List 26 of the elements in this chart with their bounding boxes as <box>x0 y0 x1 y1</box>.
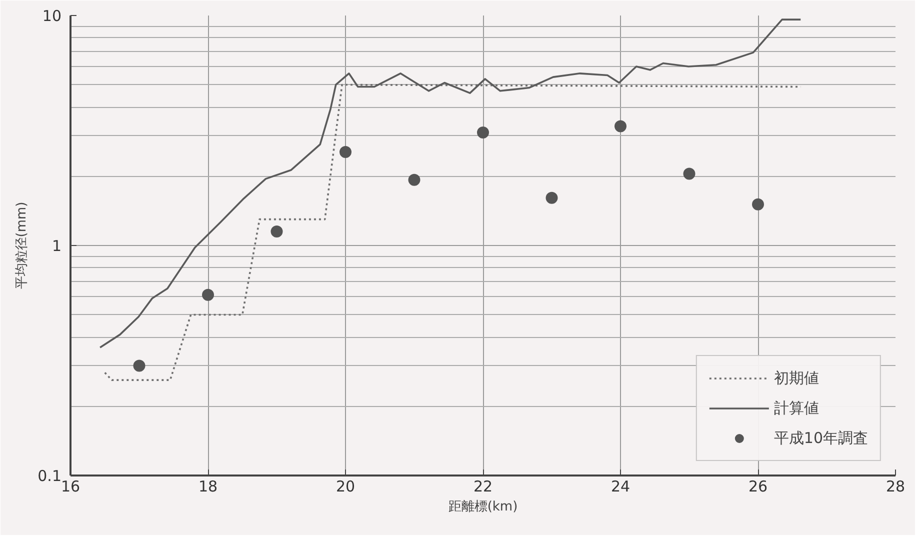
legend-label: 初期値 <box>774 368 819 388</box>
line-series <box>99 18 802 348</box>
x-tick-label: 26 <box>748 478 768 496</box>
point <box>546 192 558 204</box>
x-tick-label: 18 <box>198 478 218 496</box>
x-axis-title: 距離標(km) <box>448 500 518 514</box>
point <box>614 120 626 132</box>
y-axis-title: 平均粒径(mm) <box>14 202 30 290</box>
point <box>202 288 214 301</box>
x-tick-label: 22 <box>473 478 493 496</box>
y-tick-label: 10 <box>42 7 62 25</box>
x-tick-label: 16 <box>60 478 80 496</box>
point <box>683 168 696 180</box>
legend-label: 計算値 <box>774 398 819 418</box>
point <box>752 198 764 210</box>
y-tick-label: 0.1 <box>38 467 62 485</box>
x-tick-label: 28 <box>886 478 906 496</box>
point <box>477 126 489 138</box>
point <box>408 174 420 186</box>
point <box>133 360 146 372</box>
x-tick-label: 24 <box>610 478 630 496</box>
x-tick-label: 20 <box>336 478 356 496</box>
legend-label: 平成10年調査 <box>774 428 868 448</box>
point <box>340 146 352 158</box>
point <box>270 226 283 238</box>
y-tick-label: 1 <box>52 237 62 255</box>
